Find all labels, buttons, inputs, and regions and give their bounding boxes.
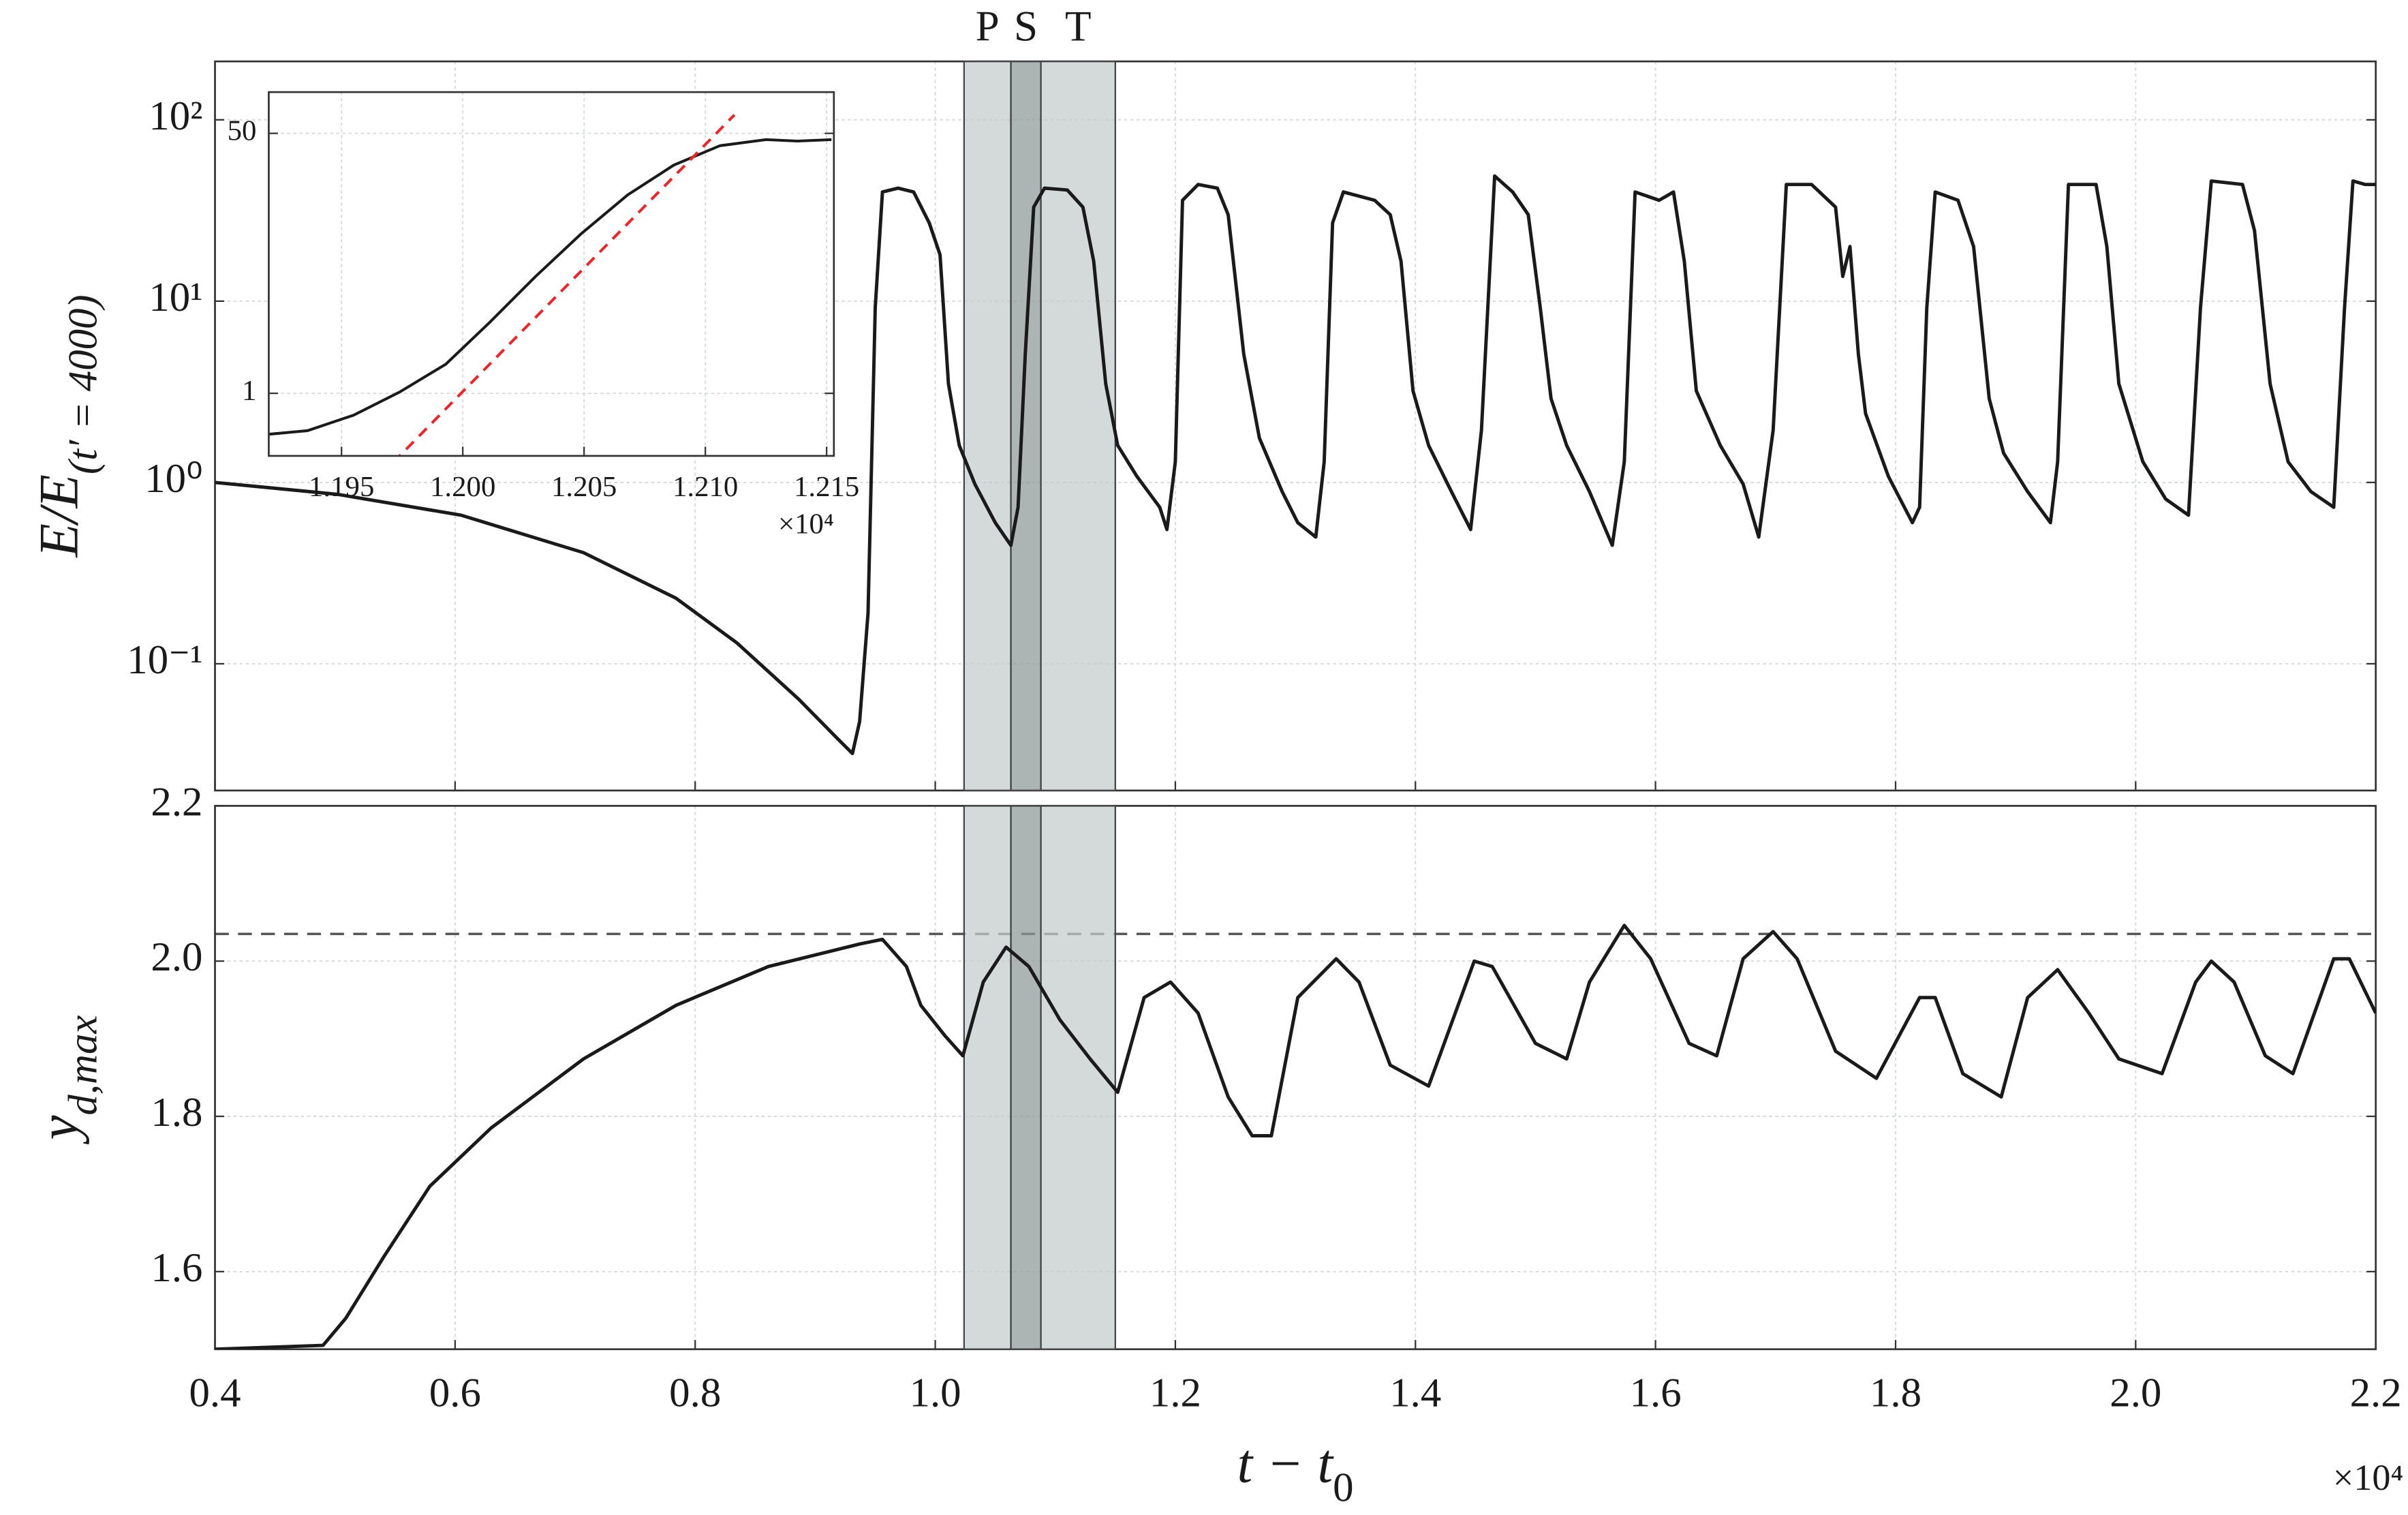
shaded-region — [1040, 805, 1116, 1350]
y-tick-label: 1.6 — [151, 1245, 202, 1291]
y-axis-label: E/E(t′ = 4000) — [28, 294, 106, 557]
x-label-base: t − t — [1237, 1433, 1335, 1494]
y-label-sub: (t′ = 4000) — [61, 294, 106, 474]
series-line — [268, 138, 832, 436]
region-label: P — [976, 3, 1000, 50]
region-label: T — [1065, 3, 1092, 50]
plot-area — [268, 92, 834, 456]
x-tick-label: 0.4 — [189, 1371, 241, 1416]
y-tick-label: 2.0 — [151, 934, 202, 980]
y-tick-label: 1 — [242, 375, 256, 407]
x-tick-label: 2.2 — [2350, 1371, 2402, 1416]
y-tick-label: 50 — [228, 114, 257, 147]
x-tick-label: 1.215 — [794, 471, 859, 503]
y-label-base: y — [28, 1115, 89, 1145]
y-tick-label: 10⁻¹ — [127, 637, 202, 683]
x-tick-label: 1.195 — [309, 471, 374, 503]
x-tick-label: 1.200 — [430, 471, 495, 503]
x-tick-label: 0.6 — [429, 1371, 481, 1416]
series-line — [397, 114, 736, 456]
x-tick-label: 0.8 — [669, 1371, 721, 1416]
y-tick-label: 2.2 — [151, 779, 202, 825]
shaded-region — [963, 805, 1012, 1350]
y-tick-label: 10² — [149, 93, 202, 139]
x-axis-label: t − t0 — [1237, 1433, 1354, 1511]
x-multiplier: ×10⁴ — [2333, 1457, 2403, 1498]
y-label-base: E/E — [28, 474, 89, 558]
x-tick-label: 1.6 — [1630, 1371, 1682, 1416]
y-tick-label: 10¹ — [149, 275, 202, 320]
y-axis-label: yd,max — [28, 1015, 106, 1145]
x-tick-label: 1.8 — [1870, 1371, 1921, 1416]
x-tick-label: 1.4 — [1389, 1371, 1441, 1416]
shaded-region — [1010, 60, 1042, 792]
x-tick-label: 2.0 — [2110, 1371, 2161, 1416]
y-tick-label: 1.8 — [151, 1090, 202, 1135]
series-line — [215, 923, 2376, 1349]
x-multiplier: ×10⁴ — [778, 508, 834, 540]
y-label-sub: d,max — [61, 1015, 106, 1116]
shaded-region — [1040, 60, 1116, 792]
x-label-sub: 0 — [1333, 1465, 1353, 1511]
plot-area — [215, 806, 2376, 1349]
region-label: S — [1014, 3, 1038, 50]
plot-frame — [214, 805, 2377, 1351]
plot-frame — [214, 60, 2377, 792]
y-tick-label: 10⁰ — [144, 456, 202, 502]
x-tick-label: 1.2 — [1149, 1371, 1201, 1416]
x-tick-label: 1.210 — [673, 471, 738, 503]
x-tick-label: 1.205 — [551, 471, 617, 503]
x-tick-label: 1.0 — [910, 1371, 961, 1416]
shaded-region — [963, 60, 1012, 792]
shaded-region — [1010, 805, 1042, 1350]
series-line — [215, 174, 2376, 756]
plot-frame — [268, 91, 835, 457]
